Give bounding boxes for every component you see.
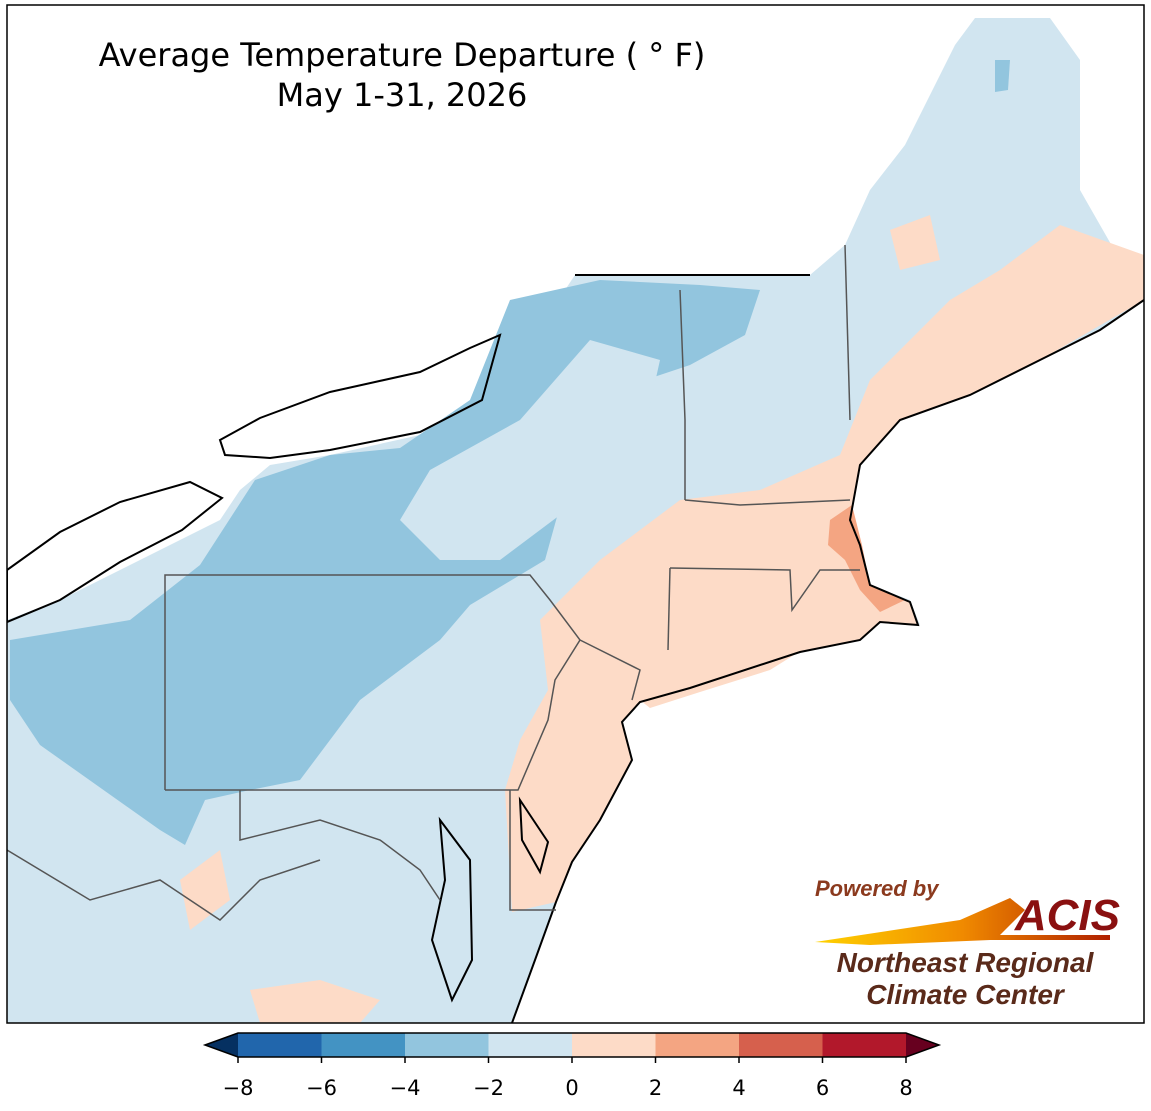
colorbar-segment <box>822 1033 906 1057</box>
colorbar-segment <box>739 1033 823 1057</box>
colorbar-tick-label: −6 <box>306 1076 337 1100</box>
chesapeake-bay <box>430 816 474 1003</box>
warm-region <box>828 505 905 612</box>
colorbar-segment <box>238 1033 322 1057</box>
colorbar-tick-label: 2 <box>649 1076 662 1100</box>
logo-line1: Northeast Regional <box>837 947 1095 978</box>
warm-region <box>250 980 380 1023</box>
warm-region <box>505 225 1144 912</box>
state-borders <box>7 244 860 921</box>
map-title: Average Temperature Departure ( ° F) <box>99 36 706 74</box>
lake-ontario <box>218 333 502 460</box>
colorbar-tick-label: 6 <box>816 1076 829 1100</box>
colorbar-segment <box>405 1033 489 1057</box>
warm-region <box>890 215 940 270</box>
coastline <box>511 299 1144 1023</box>
colorbar-over <box>906 1033 939 1057</box>
logo-acis: ACIS <box>1014 891 1120 940</box>
colorbar-tick-label: −4 <box>390 1076 421 1100</box>
delaware-bay <box>518 796 550 875</box>
cool-region <box>995 60 1010 92</box>
colorbar-tick-label: −8 <box>223 1076 254 1100</box>
mild-region <box>400 340 660 560</box>
colorbar-segment <box>572 1033 656 1057</box>
colorbar-tick-label: 4 <box>732 1076 745 1100</box>
colorbar-segment <box>655 1033 739 1057</box>
logo-powered: Powered by <box>815 876 940 901</box>
warm-region <box>180 850 230 930</box>
logo-line2: Climate Center <box>866 979 1066 1010</box>
colorbar-tick-label: −2 <box>473 1076 504 1100</box>
colorbar-segment <box>488 1033 572 1057</box>
logo: Powered by ACIS Northeast Regional Clima… <box>815 876 1120 1010</box>
colorbar-tick-label: 0 <box>565 1076 578 1100</box>
map-subtitle: May 1-31, 2026 <box>277 76 528 114</box>
colorbar-segment <box>321 1033 405 1057</box>
map-frame <box>6 4 1145 1024</box>
map <box>7 18 1144 1023</box>
colorbar-under <box>205 1033 238 1057</box>
land <box>7 18 1144 1023</box>
lake-erie <box>7 480 224 624</box>
logo-swoosh <box>815 898 1110 945</box>
colorbar: −8 −6 −4 −2 0 2 4 6 8 <box>202 1032 942 1100</box>
colorbar-tick-label: 8 <box>899 1076 912 1100</box>
